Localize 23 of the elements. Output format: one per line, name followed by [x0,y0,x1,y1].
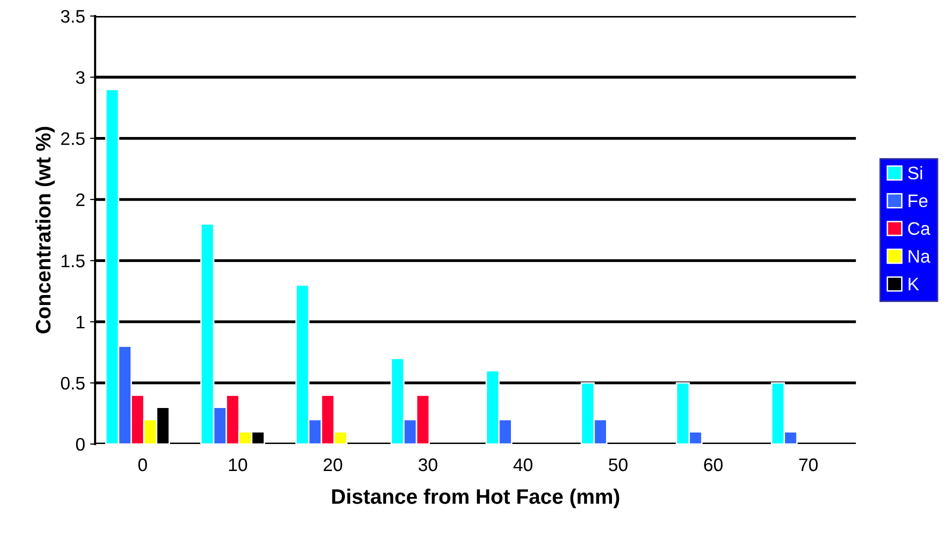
y-tick-label: 3.5 [60,10,85,23]
legend-label: K [908,278,920,290]
x-tick-label: 40 [513,458,532,472]
legend-label: Fe [908,194,928,208]
y-tick-label: 0.5 [60,376,85,390]
y-tick-label: 1 [76,316,84,328]
x-tick-label: 0 [138,458,147,472]
x-tick-label: 50 [608,458,628,472]
y-tick-label: 3 [76,71,85,84]
legend-label: Si [908,166,922,180]
x-axis-title: Distance from Hot Face (mm) [332,488,620,508]
legend-label: Na [908,250,930,263]
x-tick-label: 20 [324,458,342,472]
legend-label: Ca [908,222,930,235]
x-tick-label: 30 [418,458,438,472]
y-tick-label: 2.5 [61,132,85,146]
y-tick-label: 0 [76,438,85,451]
x-tick-label: 60 [704,458,723,472]
x-tick-label: 10 [229,458,248,472]
y-tick-label: 1.5 [62,254,85,268]
y-tick-label: 2 [76,193,84,206]
x-tick-label: 70 [799,458,818,472]
y-axis-title: Concentration (wt %) [35,126,55,334]
